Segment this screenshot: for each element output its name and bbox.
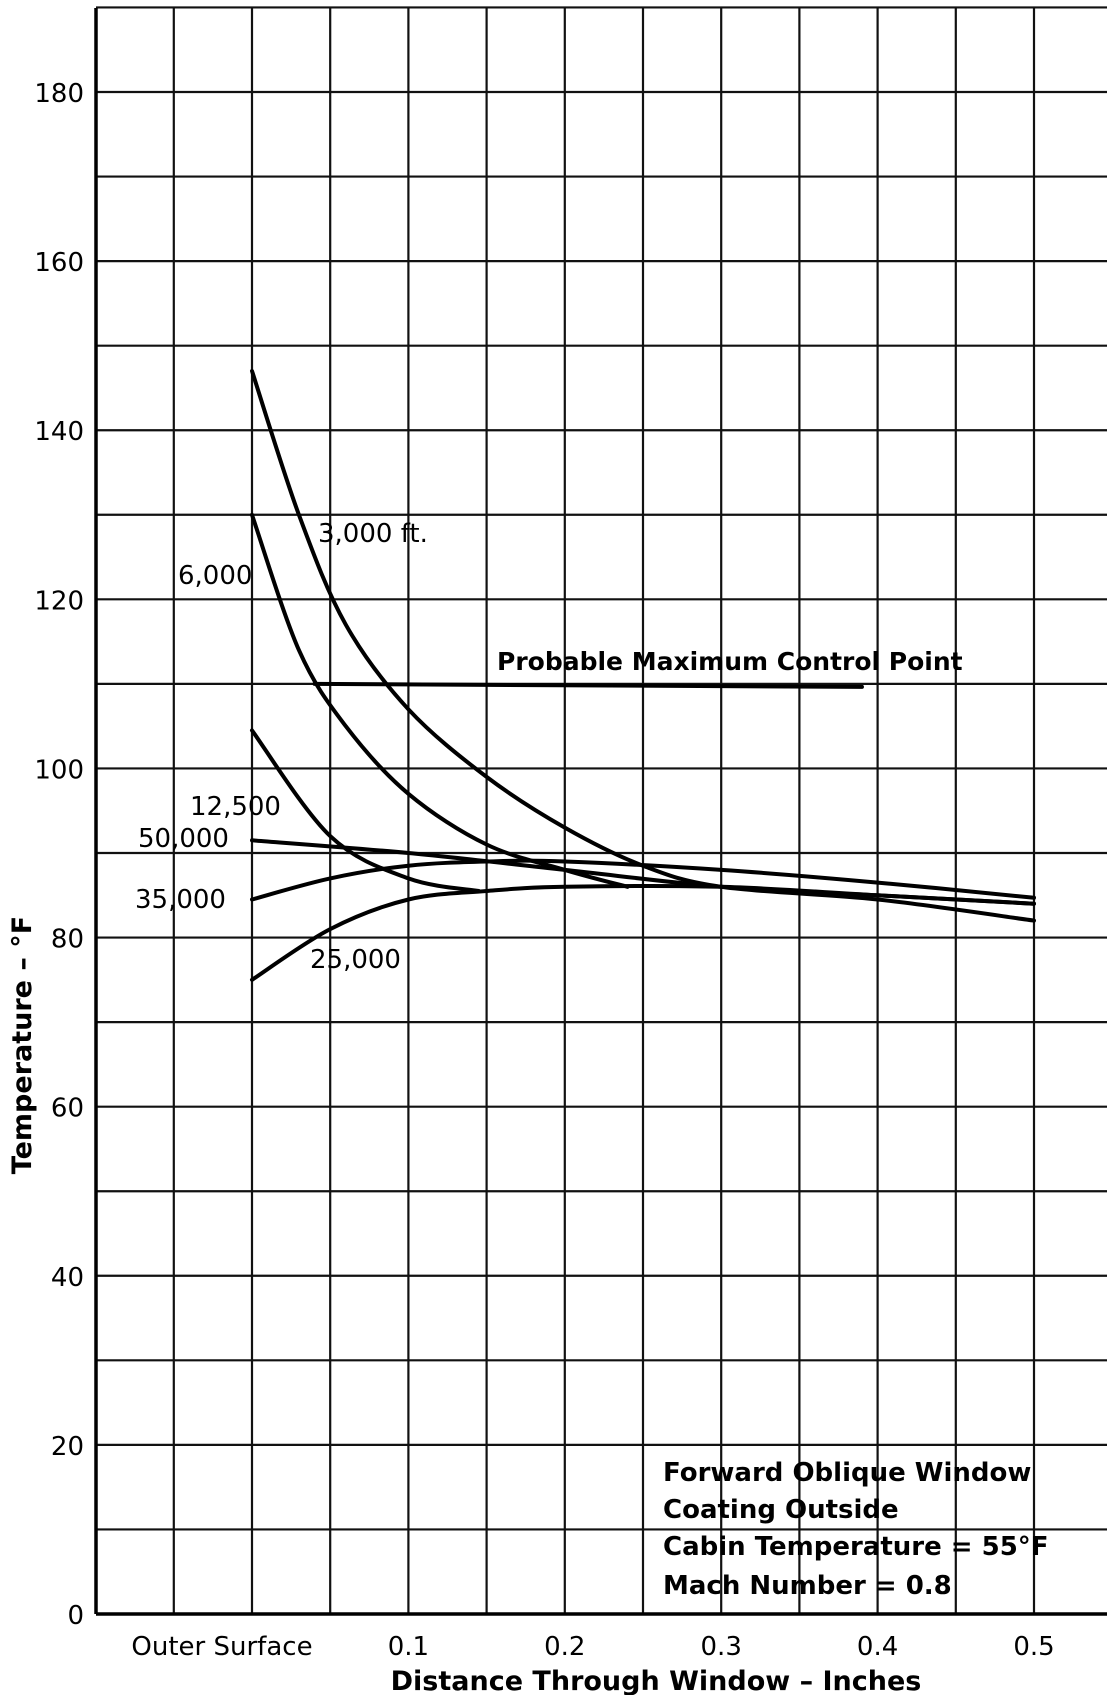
x-tick-label-3: 0.3 <box>701 1632 742 1662</box>
series-curves <box>250 369 1036 982</box>
note-line-3: Cabin Temperature = 55°F <box>663 1532 1049 1562</box>
series-label-35000: 35,000 <box>135 885 226 915</box>
x-axis-label: Distance Through Window – Inches <box>391 1666 922 1695</box>
x-tick-label-1: 0.1 <box>388 1632 429 1662</box>
x-tick-label-0: Outer Surface <box>131 1632 312 1662</box>
y-axis-label: Temperature – °F <box>7 916 38 1174</box>
grid <box>96 6 1107 1614</box>
tick-labels: 0 20 40 60 80 100 120 140 160 180 Outer Surface 0.1… <box>34 79 1054 1662</box>
series-label-3000: 3,000 ft. <box>318 519 428 549</box>
x-tick-label-2: 0.2 <box>544 1632 585 1662</box>
reference-line-group: Probable Maximum Control Point <box>312 647 963 689</box>
series-line-35000 <box>250 858 1036 902</box>
series-label-12500: 12,500 <box>190 792 281 822</box>
series-label-25000: 25,000 <box>310 945 401 975</box>
axes <box>94 8 1107 1616</box>
y-tick-label-4: 80 <box>51 925 84 955</box>
y-tick-label-9: 180 <box>34 79 84 109</box>
reference-line <box>312 681 864 689</box>
y-tick-label-1: 20 <box>51 1432 84 1462</box>
y-tick-label-6: 120 <box>34 586 84 616</box>
chart-notes: Forward Oblique Window Coating Outside C… <box>663 1458 1049 1601</box>
y-tick-label-0: 0 <box>67 1601 84 1631</box>
y-tick-label-3: 60 <box>51 1094 84 1124</box>
series-line-25000 <box>250 883 1036 982</box>
x-tick-label-5: 0.5 <box>1013 1632 1054 1662</box>
series-line-12500 <box>250 728 481 893</box>
y-tick-label-8: 160 <box>34 248 84 278</box>
y-tick-label-2: 40 <box>51 1263 84 1293</box>
series-label-50000: 50,000 <box>138 824 229 854</box>
note-line-4: Mach Number = 0.8 <box>663 1571 952 1601</box>
x-tick-label-4: 0.4 <box>857 1632 898 1662</box>
y-tick-label-7: 140 <box>34 417 84 447</box>
note-line-1: Forward Oblique Window <box>663 1458 1031 1488</box>
y-tick-label-5: 100 <box>34 755 84 785</box>
reference-line-label: Probable Maximum Control Point <box>497 647 963 676</box>
note-line-2: Coating Outside <box>663 1495 899 1525</box>
series-line-3000 <box>250 369 1036 923</box>
series-label-6000: 6,000 <box>178 561 252 591</box>
